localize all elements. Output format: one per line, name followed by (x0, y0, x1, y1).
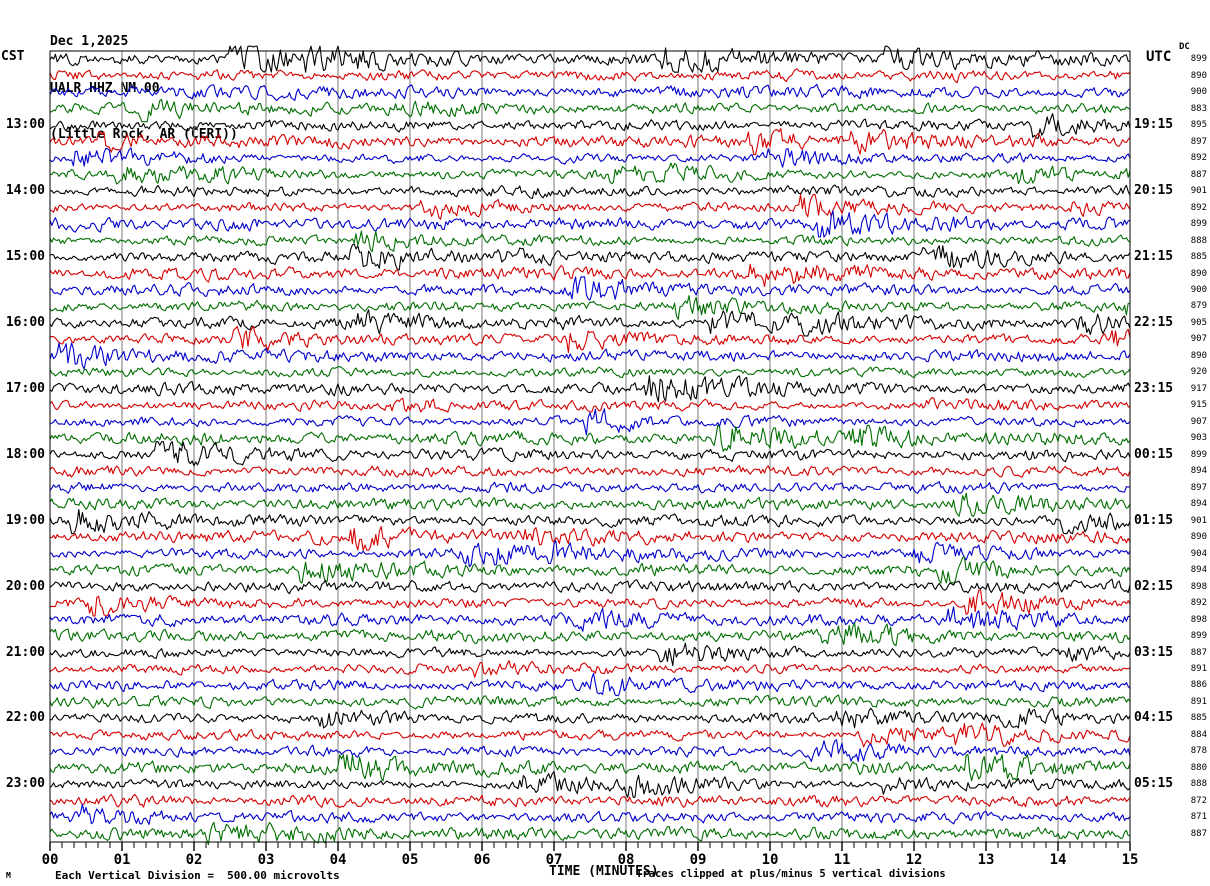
seismogram-trace-row-45 (49, 793, 1131, 809)
x-axis-title: TIME (MINUTES) (549, 864, 659, 879)
seismogram-trace-row-39 (49, 694, 1131, 710)
seismogram-trace-row-5 (49, 128, 1131, 156)
seismogram-trace-row-27 (49, 492, 1131, 518)
seismogram-trace-row-28 (49, 508, 1131, 535)
seismogram-trace-row-15 (49, 295, 1131, 320)
seismogram-trace-row-40 (49, 707, 1131, 729)
title-date: Dec 1,2025 (50, 34, 129, 49)
seismogram-trace-row-29 (49, 525, 1131, 551)
seismogram-trace-row-0 (49, 45, 1131, 73)
dc-column-header: DC (1179, 42, 1190, 52)
seismogram-trace-row-43 (49, 754, 1131, 782)
seismogram-trace-row-3 (49, 98, 1131, 123)
seismogram-trace-row-9 (49, 194, 1131, 220)
seismogram-trace-row-2 (49, 83, 1131, 102)
seismogram-trace-row-24 (49, 441, 1131, 467)
seismogram-trace-row-14 (50, 276, 1131, 301)
plot-frame (49, 50, 1131, 843)
seismogram-trace-row-12 (49, 243, 1131, 271)
seismogram-trace-row-26 (49, 480, 1131, 494)
seismogram-trace-row-33 (49, 589, 1131, 617)
seismogram-trace-row-20 (49, 375, 1131, 403)
seismogram-trace-row-21 (49, 396, 1131, 413)
clip-note: Traces clipped at plus/minus 5 vertical … (636, 868, 946, 880)
seismogram-trace-row-32 (49, 578, 1131, 595)
seismogram-trace-row-44 (49, 770, 1131, 798)
seismogram-trace-row-11 (49, 230, 1131, 253)
seismogram-trace-row-47 (49, 821, 1131, 846)
seismogram-trace-row-41 (50, 722, 1131, 748)
seismogram-trace-row-22 (49, 408, 1131, 436)
seismogram-trace-row-23 (49, 424, 1131, 452)
seismogram-trace-row-42 (49, 739, 1131, 762)
seismogram-trace-row-1 (49, 68, 1131, 84)
seismogram-trace-row-46 (49, 803, 1131, 825)
seismogram-trace-row-4 (49, 113, 1131, 139)
seismogram-trace-row-17 (49, 325, 1131, 353)
seismogram-trace-row-8 (49, 184, 1131, 199)
left-timezone-label: CST (1, 49, 25, 64)
seismogram-trace-row-37 (49, 660, 1131, 678)
seismogram-trace-row-31 (49, 556, 1131, 584)
seismogram-trace-row-36 (49, 642, 1131, 667)
seismogram-trace-row-10 (49, 210, 1131, 238)
seismogram-trace-row-30 (49, 540, 1131, 568)
seismogram-trace-row-34 (49, 606, 1131, 632)
seismogram-trace-row-6 (49, 147, 1131, 168)
seismogram-trace-row-13 (49, 263, 1131, 288)
seismogram-trace-row-25 (49, 465, 1131, 478)
right-timezone-label: UTC (1146, 49, 1172, 65)
seismogram-trace-row-38 (49, 672, 1131, 697)
vertical-scale-note: Each Vertical Division = 500.00 microvol… (55, 869, 340, 882)
seismogram-trace-row-19 (49, 366, 1131, 379)
seismogram-trace-row-18 (49, 342, 1131, 370)
seismogram-trace-row-35 (49, 622, 1131, 647)
seismogram-trace-row-16 (49, 309, 1131, 337)
seismogram-trace-row-7 (49, 162, 1131, 185)
watermark: M (6, 871, 11, 880)
